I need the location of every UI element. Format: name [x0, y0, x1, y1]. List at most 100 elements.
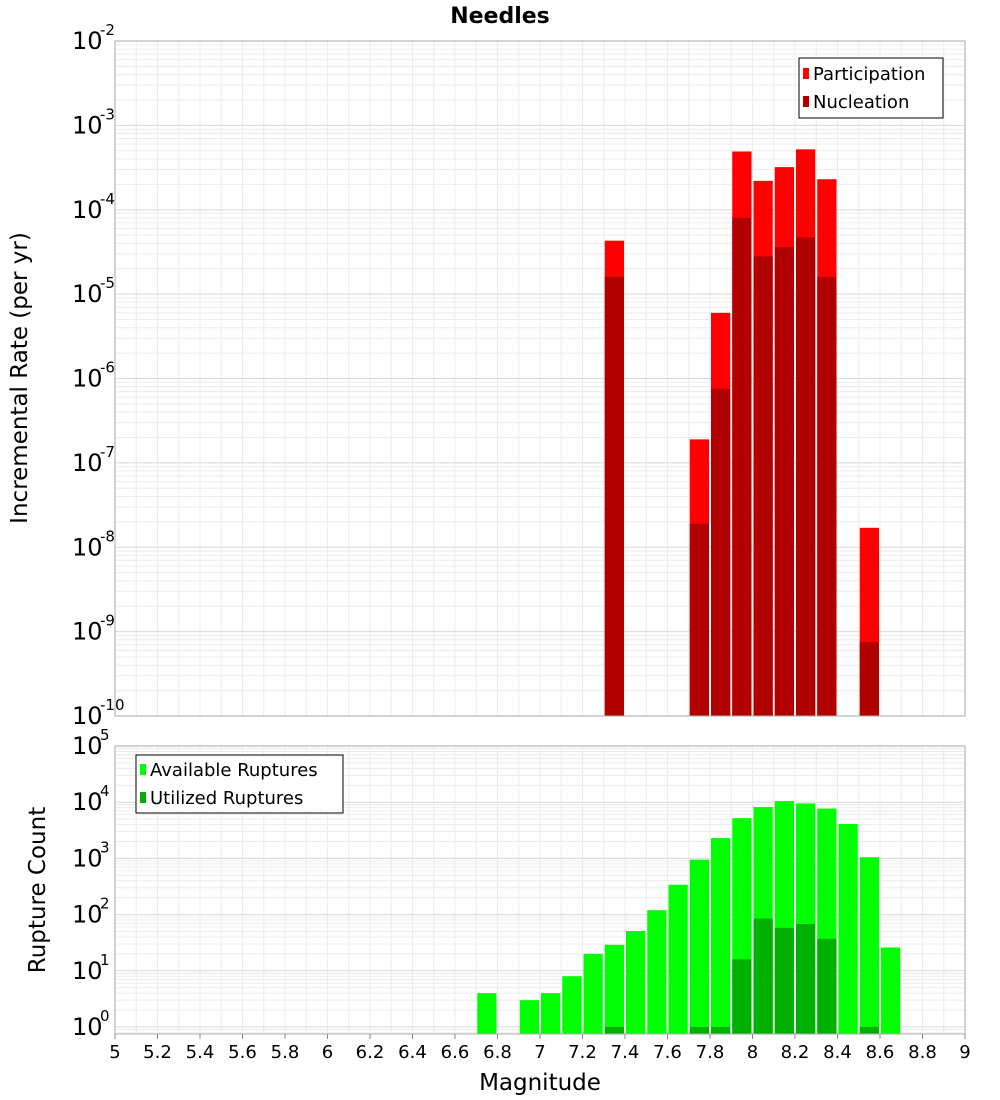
bottom-bar-available-ruptures: [519, 1000, 539, 1034]
x-tick-label: 7.4: [611, 1042, 640, 1063]
bottom-y-tick-exponent: 4: [100, 782, 110, 800]
top-y-tick-exponent: -10: [100, 696, 125, 714]
x-tick-label: 6.2: [356, 1042, 385, 1063]
x-tick-label: 8: [747, 1042, 758, 1063]
top-bar-nucleation: [711, 389, 731, 716]
x-tick-label: 5.6: [228, 1042, 257, 1063]
top-legend-box: [798, 57, 944, 119]
top-y-tick-label: 10: [72, 449, 103, 477]
top-y-tick-label: 10: [72, 702, 103, 730]
legend-swatch-participation: [803, 68, 809, 79]
x-axis-label: Magnitude: [479, 1070, 601, 1096]
bottom-bar-utilized-ruptures: [604, 1026, 624, 1034]
top-y-tick-exponent: -5: [100, 274, 115, 292]
legend-label-nucleation: Nucleation: [813, 92, 909, 113]
top-bar-nucleation: [604, 276, 624, 716]
top-bar-nucleation: [817, 276, 837, 716]
bottom-legend: Available Ruptures Utilized Ruptures: [135, 754, 344, 814]
top-bar-nucleation: [689, 523, 709, 716]
top-bar-nucleation: [796, 237, 816, 717]
bottom-bar-utilized-ruptures: [711, 1026, 731, 1034]
bottom-bar-utilized-ruptures: [774, 927, 794, 1034]
top-bars: [604, 149, 879, 717]
bottom-y-tick-label: 10: [72, 844, 103, 872]
x-tick-label: 6.6: [441, 1042, 470, 1063]
x-tick-label: 6.8: [483, 1042, 512, 1063]
bottom-bar-available-ruptures: [647, 910, 667, 1034]
x-tick-label: 6.4: [398, 1042, 427, 1063]
legend-label-available: Available Ruptures: [150, 760, 318, 781]
top-grid: [114, 41, 966, 717]
bottom-bar-available-ruptures: [583, 953, 603, 1034]
bottom-y-tick-label: 10: [72, 1013, 103, 1041]
top-legend: Participation Nucleation: [798, 57, 944, 119]
bottom-y-axis-label: Rupture Count: [25, 807, 51, 973]
top-bar-nucleation: [753, 256, 773, 716]
bottom-bar-utilized-ruptures: [732, 959, 752, 1034]
top-y-tick-exponent: -7: [100, 443, 115, 461]
bottom-bars: [477, 801, 901, 1034]
x-tick-label: 7.2: [568, 1042, 597, 1063]
bottom-bar-available-ruptures: [689, 859, 709, 1034]
bottom-bar-utilized-ruptures: [859, 1026, 879, 1034]
top-y-tick-exponent: -6: [100, 359, 115, 377]
legend-swatch-utilized: [140, 792, 146, 803]
top-y-tick-label: 10: [72, 196, 103, 224]
bottom-y-tick-exponent: 3: [100, 838, 110, 856]
x-tick-label: 5: [109, 1042, 120, 1063]
x-tick-label: 7.8: [696, 1042, 725, 1063]
top-plot-frame: [114, 40, 966, 717]
bottom-bar-available-ruptures: [604, 944, 624, 1034]
bottom-bar-available-ruptures: [859, 857, 879, 1034]
top-y-tick-exponent: -3: [100, 105, 115, 123]
top-y-axis-label: Incremental Rate (per yr): [7, 232, 33, 524]
top-y-tick-label: 10: [72, 618, 103, 646]
bottom-bar-utilized-ruptures: [753, 918, 773, 1034]
bottom-y-tick-label: 10: [72, 732, 103, 760]
top-bar-nucleation: [732, 217, 752, 716]
bottom-legend-box: [135, 754, 344, 814]
bottom-y-tick-label: 10: [72, 901, 103, 929]
top-y-tick-exponent: -9: [100, 612, 115, 630]
bottom-bar-utilized-ruptures: [796, 924, 816, 1034]
x-tick-label: 7.6: [653, 1042, 682, 1063]
top-bar-nucleation: [859, 642, 879, 716]
legend-label-participation: Participation: [813, 64, 925, 85]
x-tick-label: 5.8: [271, 1042, 300, 1063]
x-tick-label: 6: [322, 1042, 333, 1063]
bottom-y-tick-exponent: 0: [100, 1007, 110, 1025]
legend-label-utilized: Utilized Ruptures: [150, 788, 303, 809]
top-y-tick-label: 10: [72, 365, 103, 393]
bottom-x-ticks: 5 5.2 5.4 5.6 5.8 6 6.2 6.4 6.6 6.8 7 7.2 7.4 7.6 7.8 8…: [109, 1034, 971, 1063]
bottom-bar-available-ruptures: [626, 931, 646, 1034]
x-tick-label: 5.4: [186, 1042, 215, 1063]
top-y-tick-exponent: -2: [100, 21, 115, 39]
top-y-tick-exponent: -4: [100, 190, 115, 208]
bottom-y-tick-exponent: 2: [100, 895, 110, 913]
bottom-bar-available-ruptures: [711, 838, 731, 1034]
x-tick-label: 7: [534, 1042, 545, 1063]
top-y-tick-label: 10: [72, 533, 103, 561]
bottom-y-tick-label: 10: [72, 788, 103, 816]
top-bar-nucleation: [774, 247, 794, 716]
bottom-bar-available-ruptures: [477, 993, 497, 1034]
x-tick-label: 8.6: [866, 1042, 895, 1063]
top-y-tick-label: 10: [72, 27, 103, 55]
legend-swatch-available: [140, 764, 146, 775]
top-y-tick-label: 10: [72, 111, 103, 139]
bottom-y-tick-exponent: 1: [100, 951, 110, 969]
top-y-tick-label: 10: [72, 280, 103, 308]
x-tick-label: 9: [959, 1042, 970, 1063]
bottom-bar-available-ruptures: [668, 884, 688, 1034]
bottom-bar-available-ruptures: [541, 993, 561, 1034]
top-y-tick-exponent: -8: [100, 527, 115, 545]
bottom-bar-available-ruptures: [838, 823, 858, 1034]
x-tick-label: 8.4: [823, 1042, 852, 1063]
bottom-bar-available-ruptures: [562, 976, 582, 1034]
bottom-y-tick-label: 10: [72, 957, 103, 985]
x-tick-label: 5.2: [143, 1042, 172, 1063]
bottom-bar-utilized-ruptures: [689, 1026, 709, 1034]
